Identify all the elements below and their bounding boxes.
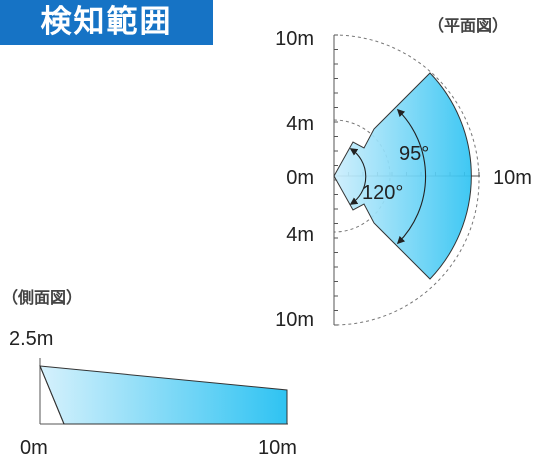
detection-zone-side <box>39 365 288 425</box>
angle-95-label: 95° <box>399 143 429 165</box>
plan-label-right-10m: 10m <box>493 167 532 189</box>
plan-view: 10m 4m 0m 4m 10m 10m 95° 120° （平面図） <box>275 16 532 331</box>
outer-range-arc <box>333 34 480 326</box>
angle-95-arrow <box>396 108 427 245</box>
angle-120-label: 120° <box>362 182 403 204</box>
side-height-label: 2.5m <box>9 328 53 350</box>
plan-label-0m: 0m <box>286 167 314 189</box>
angle-120-arrow <box>349 148 367 205</box>
side-label-0m: 0m <box>20 437 48 459</box>
plan-label-upper-4m: 4m <box>286 113 314 135</box>
plan-label-bottom-10m: 10m <box>275 309 314 331</box>
plan-view-caption: （平面図） <box>428 16 508 35</box>
detection-zone-plan <box>333 72 472 280</box>
side-label-10m: 10m <box>258 437 297 459</box>
side-view: （側面図） 2.5m 0m 10m <box>2 288 297 459</box>
side-inner-edge <box>39 365 65 425</box>
side-view-caption: （側面図） <box>2 288 82 307</box>
plan-label-lower-4m: 4m <box>286 224 314 246</box>
title-badge: 検知範囲 <box>0 0 213 45</box>
plan-label-top-10m: 10m <box>275 28 314 50</box>
inner-range-arc <box>333 119 391 233</box>
